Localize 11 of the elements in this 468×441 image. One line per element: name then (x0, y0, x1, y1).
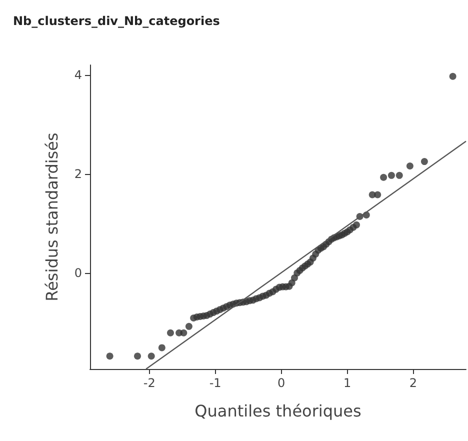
y-tick-label: 4 (74, 68, 82, 82)
x-tick-label: 0 (277, 376, 286, 390)
y-tick-label: 0 (74, 266, 82, 280)
x-axis-title: Quantiles théoriques (194, 402, 362, 420)
y-axis-title: Résidus standardisés (42, 132, 62, 302)
x-tick-label: 2 (409, 376, 418, 390)
x-tick-label: -1 (209, 376, 222, 390)
x-tick-label: -2 (143, 376, 156, 390)
chart-title: Nb_clusters_div_Nb_categories (13, 14, 220, 28)
y-tick-label: 2 (74, 166, 82, 181)
x-tick-label: 1 (343, 376, 352, 390)
